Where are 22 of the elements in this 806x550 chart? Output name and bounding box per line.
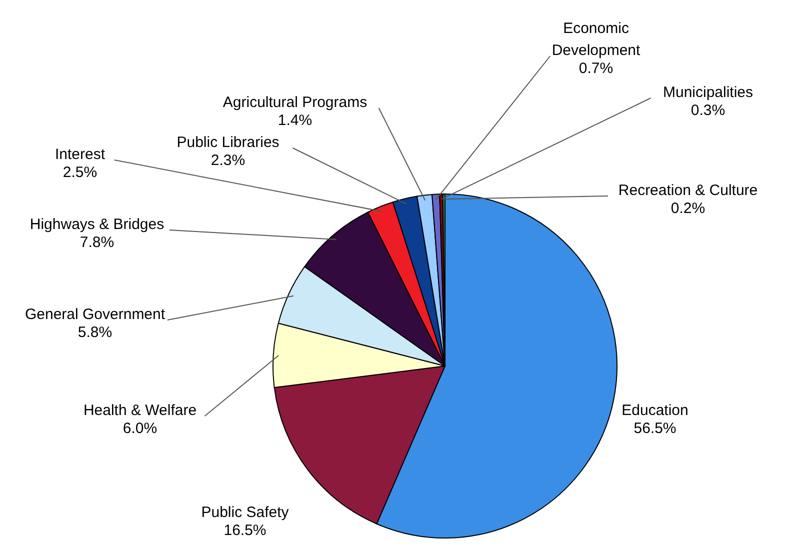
- slice-label: Economic Development: [552, 20, 642, 59]
- data-label: 7.8%: [80, 234, 114, 251]
- data-label: 2.5%: [62, 164, 98, 181]
- slice-label: Health & Welfare: [83, 402, 197, 419]
- data-label: 56.5%: [634, 420, 676, 437]
- data-label: 0.7%: [578, 60, 614, 77]
- data-label: 5.8%: [78, 324, 112, 341]
- data-label: 6.0%: [122, 420, 158, 437]
- data-label: 2.3%: [210, 152, 246, 169]
- slice-label: Highways & Bridges: [30, 216, 164, 233]
- slice-label: Municipalities: [662, 84, 754, 101]
- data-label: 0.3%: [690, 102, 726, 119]
- slice-label: Recreation & Culture: [618, 182, 758, 199]
- data-label: 16.5%: [224, 522, 266, 539]
- slice-label: Public Safety: [201, 504, 290, 521]
- data-label: 1.4%: [278, 112, 312, 129]
- data-label: 0.2%: [670, 200, 706, 217]
- slice-label: Interest: [54, 146, 106, 163]
- slice-label: Public Libraries: [176, 134, 280, 151]
- slice-label: General Government: [24, 306, 166, 323]
- slice-label: Agricultural Programs: [222, 94, 368, 111]
- slice-label: Education: [622, 402, 688, 419]
